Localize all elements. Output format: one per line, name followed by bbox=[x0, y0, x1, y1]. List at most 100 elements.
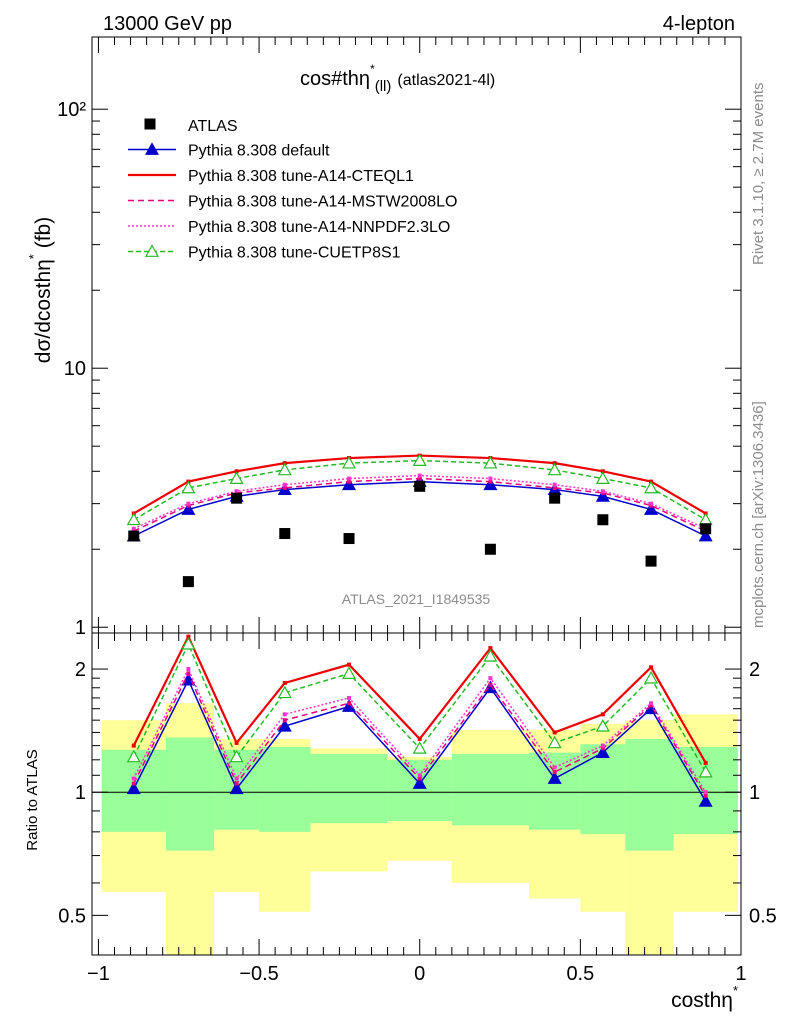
green-band-bin bbox=[580, 744, 626, 835]
ratio-marker bbox=[186, 667, 191, 672]
atlas-data-point bbox=[279, 528, 291, 540]
ratio-marker bbox=[417, 776, 422, 781]
series-marker bbox=[698, 528, 713, 542]
ratio-marker bbox=[600, 746, 605, 751]
legend-label: Pythia 8.308 tune-A14-CTEQL1 bbox=[188, 168, 414, 185]
ratio-marker bbox=[186, 671, 191, 676]
atlas-data-point bbox=[343, 533, 355, 545]
series-marker bbox=[181, 480, 196, 494]
legend-label: Pythia 8.308 tune-A14-MSTW2008LO bbox=[188, 194, 457, 211]
atlas-data-points bbox=[128, 480, 712, 588]
atlas-data-point bbox=[484, 543, 496, 555]
mcplots-reference-text: mcplots.cern.ch [arXiv:1306.3436] bbox=[750, 401, 767, 628]
main-y-axis-title: dσ/dcosthη* (fb) bbox=[26, 217, 55, 363]
series-marker bbox=[483, 477, 498, 491]
ratio-y-tick-label-left: 0.5 bbox=[58, 905, 86, 927]
ratio-marker bbox=[347, 701, 352, 706]
series-marker bbox=[347, 479, 352, 484]
main-y-tick-label: 10 bbox=[64, 358, 86, 380]
series-marker bbox=[342, 455, 357, 469]
main-y-tick-label: 10² bbox=[57, 99, 86, 121]
green-band-bin bbox=[387, 759, 452, 822]
ratio-marker bbox=[126, 749, 141, 763]
series-marker bbox=[282, 482, 287, 487]
series-marker bbox=[181, 502, 196, 515]
ratio-marker bbox=[131, 776, 136, 781]
legend: ATLAS Pythia 8.308 default Pythia 8.308 tu… bbox=[128, 118, 457, 262]
main-y-tick-label: 1 bbox=[75, 617, 86, 639]
ratio-marker bbox=[649, 665, 654, 670]
ratio-marker bbox=[277, 718, 292, 732]
ratio-y-axis-title: Ratio to ATLAS bbox=[24, 749, 41, 850]
atlas-data-point bbox=[597, 514, 609, 526]
ratio-y-tick-label-right: 2 bbox=[749, 659, 760, 681]
main-series-lines bbox=[126, 453, 713, 542]
green-band-bin bbox=[451, 753, 529, 826]
ratio-marker bbox=[282, 718, 287, 723]
ratio-marker bbox=[282, 680, 287, 685]
ratio-marker bbox=[181, 636, 196, 650]
legend-label: Pythia 8.308 tune-CUETP8S1 bbox=[188, 245, 401, 262]
series-marker bbox=[600, 489, 605, 494]
legend-marker-atlas bbox=[144, 118, 156, 130]
green-band-bin bbox=[310, 753, 388, 824]
ratio-marker bbox=[483, 648, 498, 662]
green-band-bin bbox=[165, 737, 215, 851]
ratio-marker bbox=[698, 794, 713, 807]
green-band-bin bbox=[625, 738, 674, 851]
series-marker bbox=[644, 502, 659, 515]
ratio-marker bbox=[703, 760, 708, 765]
ratio-marker bbox=[347, 695, 352, 700]
series-marker bbox=[342, 477, 357, 491]
series-marker bbox=[347, 476, 352, 481]
ratio-marker bbox=[600, 712, 605, 717]
ratio-plot-frame bbox=[91, 632, 742, 956]
ratio-y-tick-label-right: 1 bbox=[749, 782, 760, 804]
ratio-marker bbox=[412, 741, 427, 754]
ratio-marker bbox=[126, 781, 141, 795]
atlas-data-point bbox=[182, 576, 194, 588]
series-marker bbox=[131, 526, 136, 531]
x-ticks: −1 −0.5 0 0.5 1 bbox=[87, 37, 747, 985]
ratio-marker bbox=[229, 749, 244, 763]
ratio-y-tick-label-left: 1 bbox=[75, 782, 86, 804]
ratio-marker bbox=[703, 790, 708, 795]
series-marker bbox=[234, 489, 239, 494]
legend-marker bbox=[144, 142, 160, 155]
ratio-y-ticks: 0.5 1 2 0.5 1 2 bbox=[58, 659, 777, 927]
x-tick-label: 0 bbox=[414, 963, 425, 985]
series-marker bbox=[186, 501, 191, 506]
atlas-data-point bbox=[231, 492, 243, 504]
ratio-marker bbox=[277, 685, 292, 699]
ratio-marker bbox=[412, 776, 427, 789]
legend-label-atlas: ATLAS bbox=[188, 118, 238, 135]
ratio-marker bbox=[703, 793, 708, 798]
ratio-marker bbox=[644, 670, 659, 684]
ratio-marker bbox=[698, 764, 713, 778]
ratio-marker bbox=[347, 662, 352, 667]
energy-label: 13000 GeV pp bbox=[103, 13, 232, 35]
series-marker bbox=[417, 473, 422, 478]
series-marker bbox=[488, 476, 493, 481]
series-marker bbox=[547, 462, 562, 476]
series-marker bbox=[649, 501, 654, 506]
process-label: 4-lepton bbox=[663, 13, 735, 35]
ratio-marker bbox=[131, 743, 136, 748]
ratio-marker bbox=[552, 770, 557, 775]
series-marker bbox=[552, 485, 557, 490]
ratio-marker bbox=[488, 676, 493, 681]
series-marker bbox=[229, 471, 244, 484]
series-marker bbox=[600, 469, 605, 474]
main-y-ticks: 1 10 10² bbox=[57, 99, 741, 639]
ratio-marker bbox=[595, 745, 610, 758]
atlas-data-point bbox=[128, 530, 140, 542]
ratio-marker bbox=[417, 773, 422, 778]
ratio-marker bbox=[229, 781, 244, 795]
series-marker bbox=[234, 469, 239, 474]
ratio-marker bbox=[234, 740, 239, 745]
series-marker bbox=[488, 479, 493, 484]
ratio-series-lines bbox=[126, 634, 713, 807]
x-tick-label: −0.5 bbox=[239, 963, 278, 985]
x-axis-title: costhη* bbox=[671, 983, 738, 1012]
